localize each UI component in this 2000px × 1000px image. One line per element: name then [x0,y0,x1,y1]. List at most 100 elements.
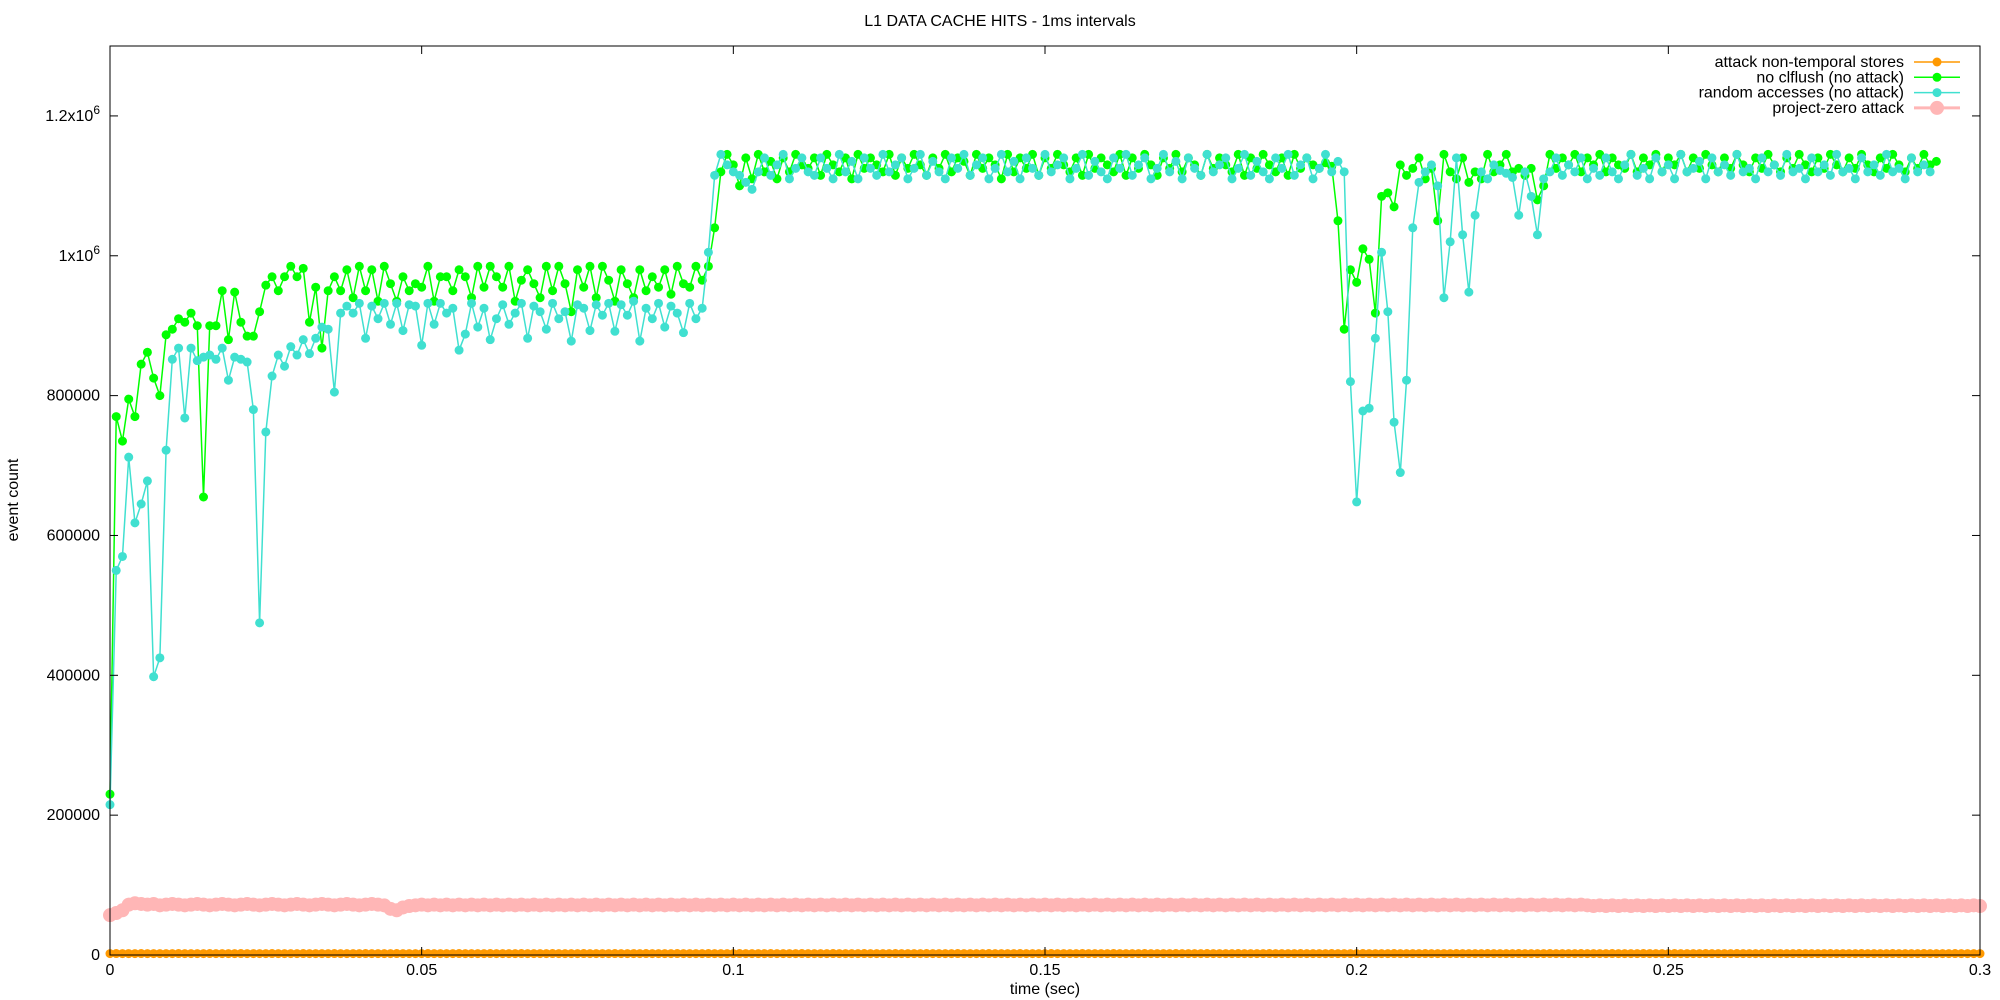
data-point [741,177,751,187]
data-point [1028,949,1038,959]
data-point [1532,949,1542,959]
data-point [1345,949,1355,959]
data-point [1402,170,1412,180]
data-point [1389,202,1399,212]
data-point [523,333,533,343]
data-point [797,153,807,163]
data-point [984,174,994,184]
data-point [130,412,140,422]
data-point [1819,949,1829,959]
data-point [255,307,265,317]
data-point [267,949,277,959]
data-point [1308,174,1318,184]
data-point [1246,949,1256,959]
data-point [622,949,632,959]
data-point [1757,949,1767,959]
data-point [248,331,258,341]
x-tick-label: 0 [106,962,115,979]
data-point [859,153,869,163]
legend-marker [1932,88,1942,98]
data-point [1127,949,1137,959]
data-point [1408,223,1418,233]
data-point [248,405,258,415]
data-point [1177,949,1187,959]
data-point [392,298,402,308]
data-point [922,170,932,180]
data-point [1283,149,1293,159]
data-point [1844,949,1854,959]
data-point [741,949,751,959]
data-point [1395,949,1405,959]
data-point [1663,160,1673,170]
data-point [1289,949,1299,959]
data-point [1557,949,1567,959]
data-point [1526,191,1536,201]
data-point [1726,949,1736,959]
data-point [1545,167,1555,177]
data-point [342,949,352,959]
data-point [117,551,127,561]
x-tick-label: 0.25 [1653,962,1684,979]
data-point [716,149,726,159]
data-point [329,272,339,282]
data-point [1121,949,1131,959]
data-point [647,272,657,282]
data-point [1321,149,1330,159]
data-point [373,949,383,959]
data-point [654,298,664,308]
data-point [1196,170,1206,180]
data-point [703,247,713,257]
legend-item: attack non-temporal stores [1715,54,1960,71]
data-point [354,949,364,959]
data-point [311,333,321,343]
data-point [1196,949,1206,959]
data-point [1875,170,1885,180]
data-point [448,303,458,313]
data-point [149,672,159,682]
data-point [498,300,508,310]
data-point [828,949,838,959]
data-point [1551,153,1561,163]
data-point [1034,170,1044,180]
data-point [635,949,645,959]
data-point [928,156,938,166]
data-point [947,153,956,163]
data-point [149,373,159,383]
data-point [261,280,271,290]
data-point [1408,163,1418,173]
data-point [909,149,919,159]
data-point [404,949,414,959]
data-point [996,949,1006,959]
data-point [367,301,377,311]
data-point [1695,949,1704,959]
data-point [373,314,383,324]
data-point [367,949,377,959]
data-point [828,174,838,184]
data-point [136,359,146,369]
data-point [491,272,501,282]
data-point [1913,167,1923,177]
data-point [174,949,184,959]
data-point [442,272,452,282]
data-point [1514,949,1524,959]
data-point [223,335,233,345]
data-point [242,357,252,367]
legend-label: project-zero attack [1772,100,1905,117]
data-point [1426,949,1436,959]
data-point [641,949,651,959]
data-point [1358,949,1368,959]
data-point [691,261,701,271]
data-point [573,949,582,959]
data-point [392,949,402,959]
data-point [597,949,607,959]
data-point [1464,949,1474,959]
data-point [990,163,1000,173]
data-point [816,949,826,959]
data-point [1557,170,1567,180]
data-point [117,949,127,959]
data-point [417,282,427,292]
data-point [423,949,433,959]
data-point [1638,153,1648,163]
x-tick-label: 0.2 [1346,962,1368,979]
data-point [1339,324,1349,334]
